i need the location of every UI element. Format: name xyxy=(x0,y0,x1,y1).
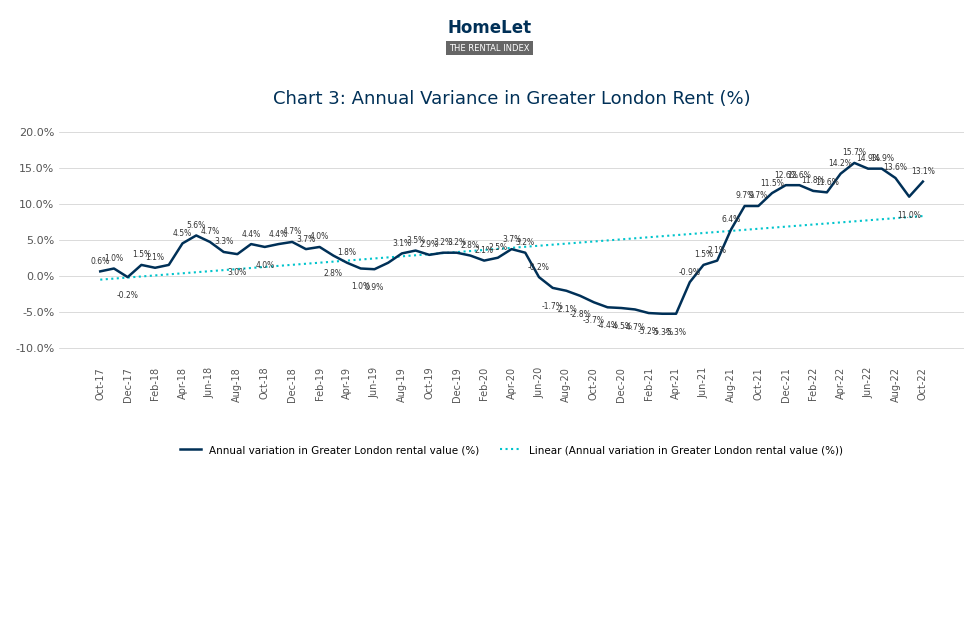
Text: 3.3%: 3.3% xyxy=(214,237,233,247)
Text: 13.6%: 13.6% xyxy=(882,163,907,173)
Text: 13.1%: 13.1% xyxy=(910,167,934,176)
Text: 6.4%: 6.4% xyxy=(721,215,739,224)
Text: 3.2%: 3.2% xyxy=(433,238,452,247)
Text: 1.1%: 1.1% xyxy=(146,253,164,262)
Text: 15.7%: 15.7% xyxy=(841,148,866,158)
Text: THE RENTAL INDEX: THE RENTAL INDEX xyxy=(449,44,529,52)
Text: -5.2%: -5.2% xyxy=(637,327,659,336)
Text: 0.9%: 0.9% xyxy=(365,283,383,292)
Text: 4.5%: 4.5% xyxy=(173,229,192,238)
Text: -0.2%: -0.2% xyxy=(527,262,550,272)
Text: 2.8%: 2.8% xyxy=(461,241,479,250)
Text: 2.8%: 2.8% xyxy=(324,270,342,278)
Text: 11.6%: 11.6% xyxy=(814,178,838,187)
Title: Chart 3: Annual Variance in Greater London Rent (%): Chart 3: Annual Variance in Greater Lond… xyxy=(273,90,749,108)
Text: 3.7%: 3.7% xyxy=(296,234,315,244)
Text: -4.5%: -4.5% xyxy=(609,322,632,331)
Text: -2.1%: -2.1% xyxy=(555,305,577,313)
Text: 3.1%: 3.1% xyxy=(392,239,411,248)
Text: 14.2%: 14.2% xyxy=(827,159,852,168)
Text: 3.0%: 3.0% xyxy=(228,268,246,277)
Text: 9.7%: 9.7% xyxy=(748,191,767,201)
Text: -5.3%: -5.3% xyxy=(650,328,673,336)
Text: 2.9%: 2.9% xyxy=(420,240,438,249)
Text: 1.0%: 1.0% xyxy=(105,254,123,263)
Text: 4.7%: 4.7% xyxy=(283,227,301,236)
Text: -4.7%: -4.7% xyxy=(623,323,645,332)
Text: HomeLet: HomeLet xyxy=(447,19,531,37)
Text: 12.6%: 12.6% xyxy=(773,171,797,179)
Text: 3.5%: 3.5% xyxy=(406,236,424,245)
Text: 4.0%: 4.0% xyxy=(255,261,274,270)
Legend: Annual variation in Greater London rental value (%), Linear (Annual variation in: Annual variation in Greater London renta… xyxy=(175,441,847,459)
Text: 12.6%: 12.6% xyxy=(786,171,811,179)
Text: 3.2%: 3.2% xyxy=(447,238,466,247)
Text: 14.9%: 14.9% xyxy=(868,154,893,163)
Text: 5.6%: 5.6% xyxy=(187,221,205,230)
Text: -0.2%: -0.2% xyxy=(116,291,139,300)
Text: -0.9%: -0.9% xyxy=(678,268,700,277)
Text: 3.2%: 3.2% xyxy=(515,238,534,247)
Text: 2.5%: 2.5% xyxy=(488,243,507,252)
Text: 11.0%: 11.0% xyxy=(896,211,920,219)
Text: 4.4%: 4.4% xyxy=(242,229,260,239)
Text: 9.7%: 9.7% xyxy=(734,191,753,201)
Text: 4.0%: 4.0% xyxy=(310,232,329,241)
Text: 3.7%: 3.7% xyxy=(502,234,520,244)
Text: 4.4%: 4.4% xyxy=(269,229,288,239)
Text: 14.9%: 14.9% xyxy=(855,154,879,163)
Text: 1.5%: 1.5% xyxy=(693,250,712,259)
Text: -4.4%: -4.4% xyxy=(596,321,618,330)
Text: 0.6%: 0.6% xyxy=(91,257,110,266)
Text: -5.3%: -5.3% xyxy=(664,328,687,336)
Text: 2.1%: 2.1% xyxy=(474,246,493,255)
Text: 2.1%: 2.1% xyxy=(707,246,726,255)
Text: 1.5%: 1.5% xyxy=(132,250,151,259)
Text: 1.0%: 1.0% xyxy=(351,282,370,292)
Text: 11.8%: 11.8% xyxy=(800,176,824,186)
Text: 4.7%: 4.7% xyxy=(200,227,219,236)
Text: 1.8%: 1.8% xyxy=(337,248,356,257)
Text: -3.7%: -3.7% xyxy=(582,316,604,325)
Text: -1.7%: -1.7% xyxy=(541,302,563,311)
Text: 11.5%: 11.5% xyxy=(759,179,783,188)
Text: -2.8%: -2.8% xyxy=(568,310,591,319)
